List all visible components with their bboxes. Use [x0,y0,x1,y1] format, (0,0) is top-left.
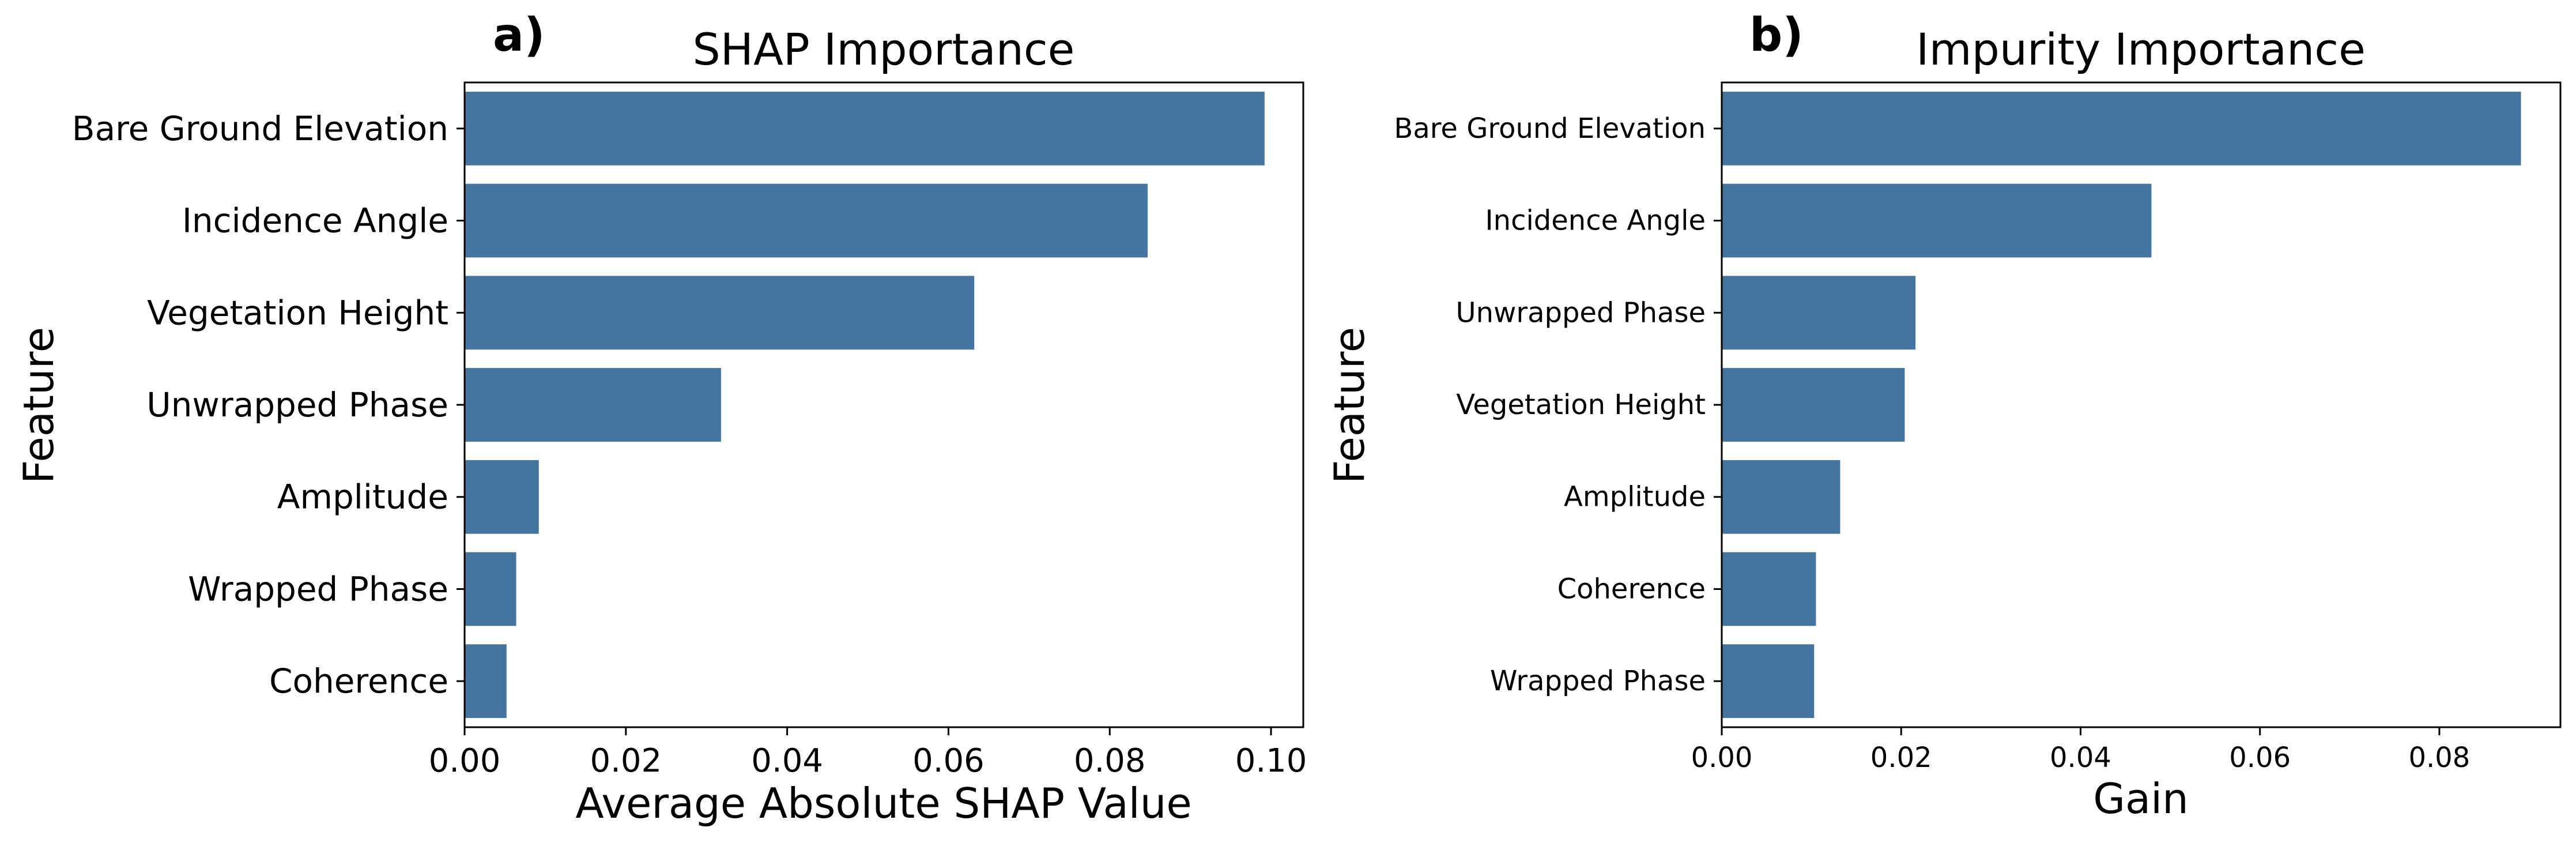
category-label-shap-1: Incidence Angle [182,201,448,240]
y-axis-label-shap: Feature [14,327,63,484]
shap-importance-panel: a) SHAP Importance Feature Average Absol… [14,8,1307,828]
category-label-shap-0: Bare Ground Elevation [72,109,448,148]
x-tick-label-impurity-3: 0.06 [2229,742,2291,774]
bar-shap-3 [465,368,721,442]
x-tick-label-shap-4: 0.08 [1074,742,1146,780]
bars-shap [465,91,1265,719]
bar-impurity-1 [1722,183,2152,258]
bar-impurity-3 [1722,368,1905,442]
plot-frame-impurity [1721,81,2562,728]
y-axis-label-impurity: Feature [1325,327,1374,484]
category-label-shap-2: Vegetation Height [147,293,448,332]
x-ticks-impurity: 0.00 0.02 0.04 0.06 0.08 [1691,727,2470,774]
y-tick-labels-shap: Bare Ground Elevation Incidence Angle Vege… [72,109,465,701]
x-tick-label-impurity-0: 0.00 [1691,742,1753,774]
category-label-shap-3: Unwrapped Phase [146,385,448,424]
bar-shap-0 [465,91,1265,166]
category-label-shap-4: Amplitude [277,477,448,517]
bar-shap-5 [465,552,516,626]
x-tick-label-shap-2: 0.04 [751,742,823,780]
x-tick-label-shap-0: 0.00 [429,742,501,780]
category-label-shap-6: Coherence [269,661,448,701]
category-label-impurity-5: Coherence [1557,573,1706,605]
x-tick-label-impurity-2: 0.04 [2050,742,2111,774]
bar-impurity-6 [1722,644,1815,719]
category-label-impurity-6: Wrapped Phase [1490,665,1706,697]
chart-title-shap: SHAP Importance [693,24,1075,75]
x-ticks-shap: 0.00 0.02 0.04 0.06 0.08 0.10 [429,727,1307,780]
x-tick-label-shap-5: 0.10 [1235,742,1307,780]
panel-label-a: a) [493,8,545,62]
x-tick-label-impurity-4: 0.08 [2408,742,2470,774]
plot-frame-shap [463,81,1304,728]
category-label-impurity-2: Unwrapped Phase [1456,296,1706,329]
impurity-importance-panel: b) Impurity Importance Feature Gain Bare… [1325,8,2562,823]
bar-impurity-4 [1722,460,1840,534]
category-label-impurity-3: Vegetation Height [1456,389,1706,421]
bar-impurity-0 [1722,91,2521,166]
bar-shap-4 [465,460,539,534]
category-label-impurity-0: Bare Ground Elevation [1394,112,1706,145]
category-label-impurity-4: Amplitude [1564,481,1706,513]
y-tick-labels-impurity: Bare Ground Elevation Incidence Angle Unwr… [1394,112,1722,697]
bar-shap-1 [465,183,1148,258]
chart-title-impurity: Impurity Importance [1916,24,2366,75]
category-label-shap-5: Wrapped Phase [188,569,448,608]
bars-impurity [1722,91,2521,719]
x-axis-label-shap: Average Absolute SHAP Value [575,779,1191,828]
bar-shap-2 [465,276,975,350]
bar-impurity-5 [1722,552,1816,626]
x-tick-label-shap-1: 0.02 [590,742,662,780]
x-axis-label-impurity: Gain [2093,774,2189,823]
bar-impurity-2 [1722,276,1916,350]
panel-label-b: b) [1749,8,1804,62]
x-tick-label-impurity-1: 0.02 [1870,742,1932,774]
bar-shap-6 [465,644,507,719]
category-label-impurity-1: Incidence Angle [1485,205,1706,237]
x-tick-label-shap-3: 0.06 [912,742,985,780]
